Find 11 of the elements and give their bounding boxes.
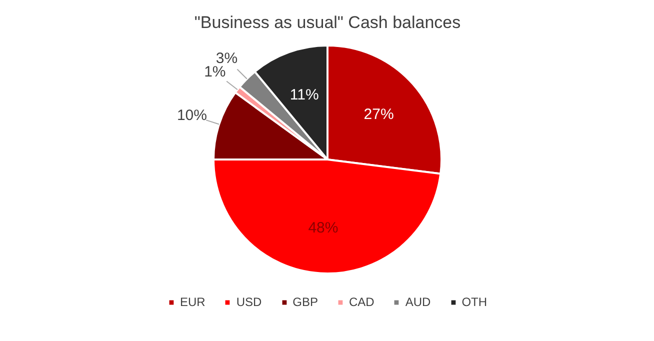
legend-label: AUD: [405, 295, 431, 309]
legend-label: GBP: [292, 295, 318, 309]
chart-title: "Business as usual" Cash balances: [194, 13, 461, 32]
legend-label: EUR: [180, 295, 206, 309]
legend-label: OTH: [462, 295, 488, 309]
data-label: 48%: [308, 219, 338, 236]
legend-label: CAD: [349, 295, 374, 309]
data-label: 11%: [290, 86, 319, 104]
data-label: 27%: [364, 106, 394, 123]
legend-label: USD: [236, 295, 262, 309]
data-label: 10%: [176, 106, 207, 124]
